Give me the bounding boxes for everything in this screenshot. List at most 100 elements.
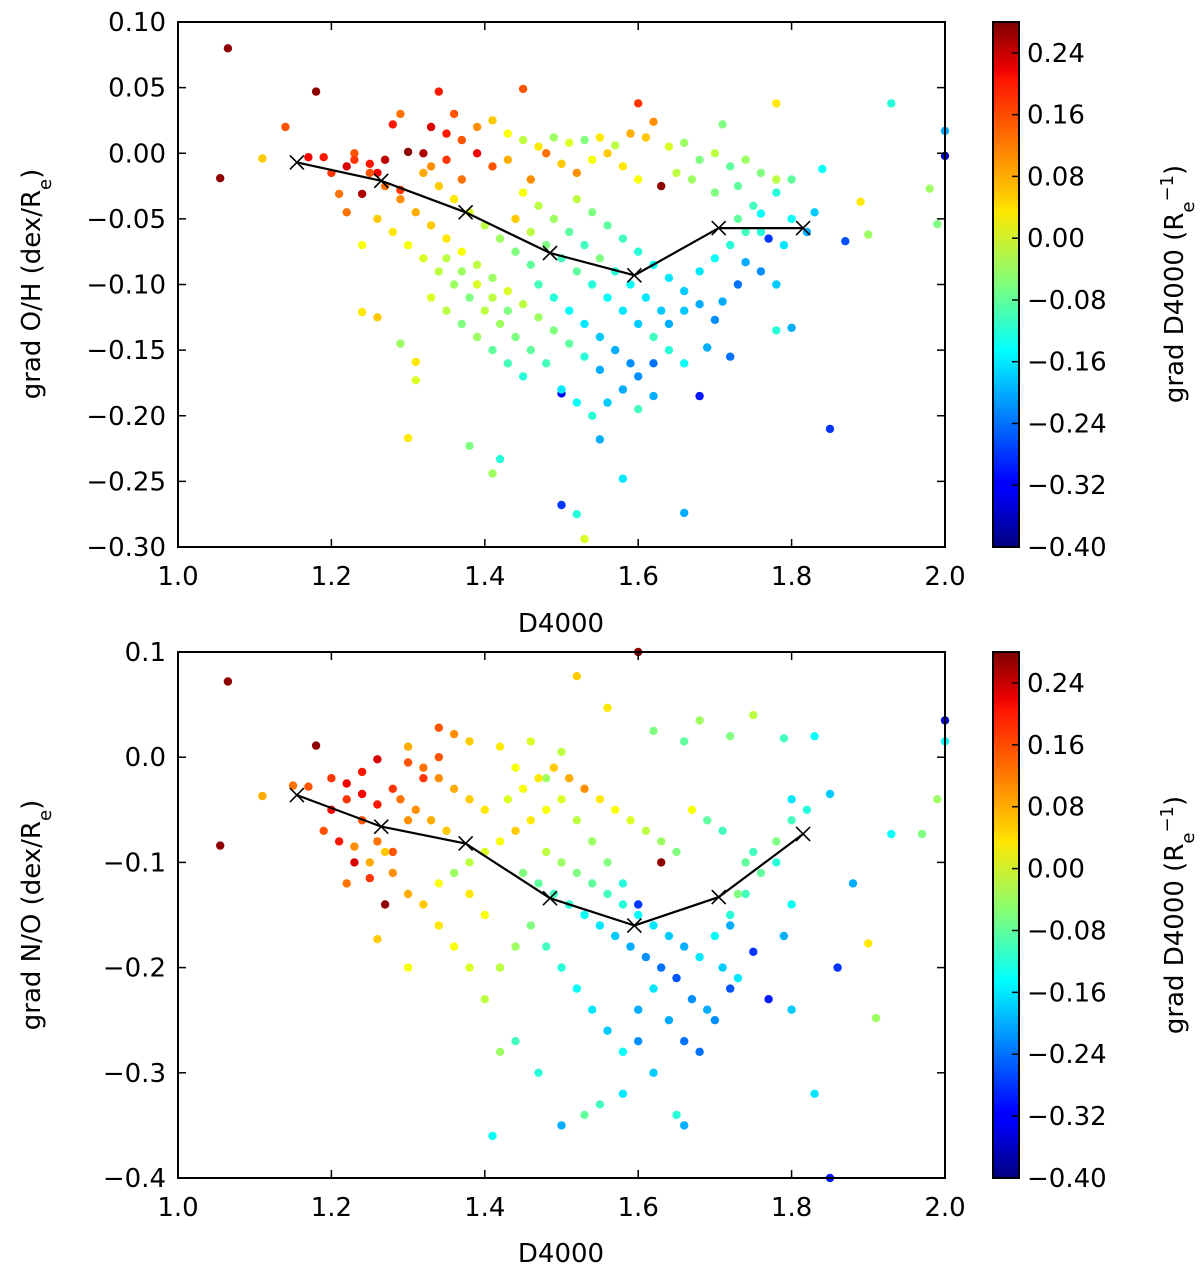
scatter-point: [710, 188, 720, 197]
scatter-point: [495, 234, 505, 243]
colorbar-tick-label: 0.08: [1027, 162, 1085, 192]
scatter-point: [480, 910, 489, 920]
scatter-point: [641, 293, 651, 302]
scatter-point: [572, 195, 581, 204]
scatter-point: [288, 781, 298, 790]
scatter-point: [511, 214, 520, 224]
scatter-point: [457, 247, 466, 256]
colorbar-tick-label: 0.24: [1027, 39, 1085, 69]
scatter-point: [572, 672, 581, 681]
scatter-point: [465, 441, 474, 451]
scatter-point: [434, 921, 443, 930]
x-axis-label-no: D4000: [518, 1239, 604, 1269]
scatter-point: [749, 947, 758, 956]
scatter-point: [779, 240, 789, 250]
scatter-point: [503, 359, 512, 368]
scatter-point: [618, 879, 628, 888]
scatter-point: [710, 1016, 720, 1025]
scatter-point: [772, 175, 781, 184]
scatter-point: [634, 1037, 643, 1046]
scatter-point: [726, 921, 735, 930]
plot-frame-oh: [177, 21, 946, 548]
scatter-point: [465, 963, 474, 972]
scatter-point: [787, 816, 796, 825]
scatter-point: [373, 837, 382, 846]
scatter-point: [634, 910, 643, 920]
scatter-point: [772, 99, 781, 108]
scatter-point: [580, 910, 589, 920]
x-tick-label: 2.0: [924, 562, 965, 592]
median-marker: [626, 267, 642, 283]
median-marker: [289, 154, 305, 171]
scatter-point: [534, 313, 543, 322]
scatter-point: [472, 149, 482, 158]
scatter-point: [871, 1013, 881, 1023]
scatter-point: [526, 175, 535, 184]
scatter-point: [511, 942, 520, 951]
x-tick-label: 1.6: [618, 562, 659, 592]
y-tick-label: −0.2: [103, 954, 166, 984]
scatter-point: [833, 963, 842, 972]
scatter-point: [465, 858, 474, 867]
scatter-point: [449, 784, 459, 793]
scatter-point: [603, 703, 612, 712]
scatter-point: [449, 868, 459, 878]
scatter-point: [680, 1121, 689, 1130]
scatter-point: [741, 889, 750, 899]
scatter-point: [933, 219, 942, 229]
scatter-point: [557, 385, 566, 394]
scatter-point: [657, 963, 666, 972]
median-marker: [795, 826, 811, 842]
scatter-point: [465, 889, 474, 899]
scatter-point: [526, 345, 535, 355]
scatter-point: [373, 214, 382, 224]
scatter-point: [649, 726, 658, 736]
scatter-point: [457, 267, 466, 276]
scatter-point: [726, 352, 735, 361]
scatter-point: [595, 435, 605, 444]
colorbar-gradient-no: [993, 652, 1019, 1178]
scatter-point: [488, 273, 497, 283]
colorbar-frame-no: [992, 651, 1020, 1179]
scatter-point: [495, 742, 505, 751]
scatter-point: [534, 774, 543, 783]
scatter-point: [342, 779, 351, 788]
scatter-point: [549, 326, 558, 335]
scatter-point: [411, 357, 420, 367]
scatter-point: [403, 889, 413, 899]
median-marker: [626, 917, 642, 934]
scatter-point: [342, 795, 351, 804]
scatter-point: [657, 181, 666, 191]
scatter-point: [557, 500, 566, 510]
scatter-point: [365, 874, 374, 883]
scatter-point: [887, 829, 896, 839]
scatter-point: [764, 234, 773, 243]
scatter-point: [457, 175, 466, 184]
scatter-point: [634, 319, 643, 329]
median-marker: [373, 819, 389, 835]
scatter-point: [787, 214, 796, 224]
scatter-point: [380, 900, 390, 909]
x-axis-no: 1.0 1.2 1.4 1.6 1.8 2.0: [157, 652, 966, 1223]
scatter-point: [726, 910, 735, 920]
scatter-point: [565, 339, 574, 348]
scatter-point: [511, 1037, 520, 1046]
scatter-point: [542, 359, 551, 368]
scatter-point: [518, 135, 528, 145]
scatter-point: [342, 208, 351, 217]
scatter-point: [373, 800, 382, 809]
scatter-point: [495, 1047, 505, 1057]
scatter-point: [664, 931, 674, 941]
scatter-point: [603, 398, 612, 407]
scatter-point: [657, 858, 666, 867]
scatter-point: [856, 197, 865, 206]
scatter-point: [396, 109, 405, 119]
panel-oh: 1.0 1.2 1.4 1.6 1.8 2.0 0.10 0.05 0.00 −0.05 −0.1…: [17, 8, 966, 639]
scatter-point: [503, 155, 512, 164]
scatter-point: [595, 1100, 605, 1109]
scatter-point: [703, 343, 712, 352]
scatter-point: [726, 240, 735, 250]
scatter-point: [756, 267, 766, 276]
scatter-point: [595, 332, 605, 342]
